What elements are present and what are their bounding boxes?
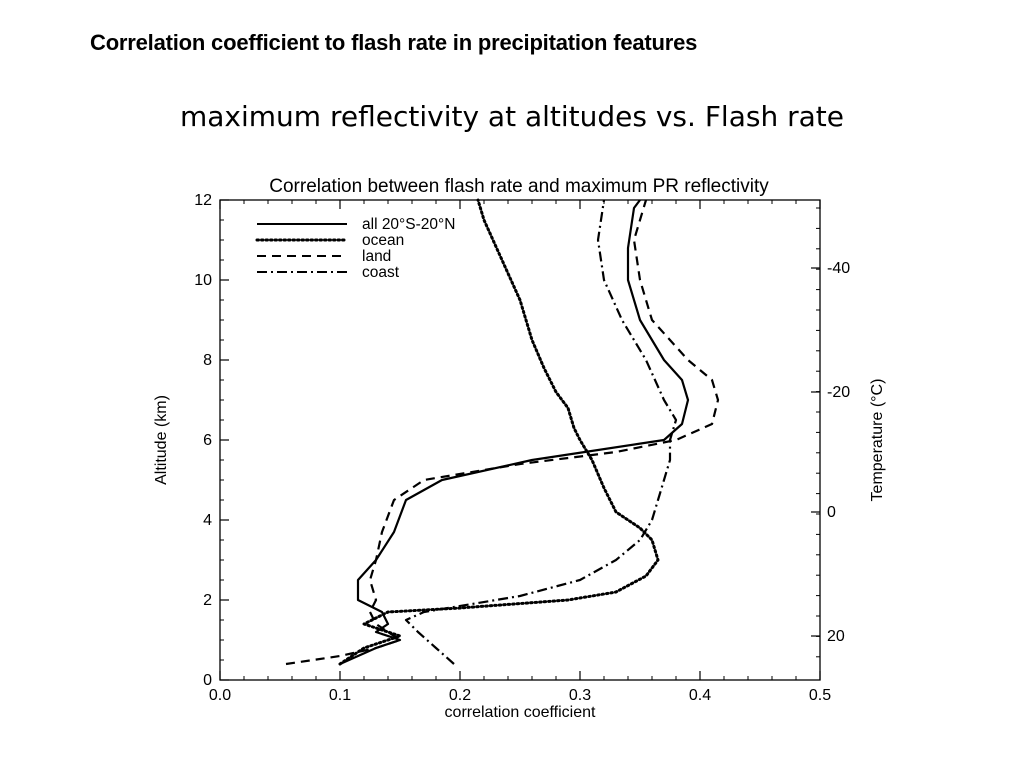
y-tick-label: 0 <box>203 672 212 689</box>
x-tick-label: 0.1 <box>329 687 351 704</box>
x-tick-label: 0.3 <box>569 687 591 704</box>
y-tick-label: 10 <box>194 272 212 289</box>
y-tick-label: 2 <box>203 592 212 609</box>
series-line-dashdot <box>404 199 678 665</box>
x-tick-label: 0.2 <box>449 687 471 704</box>
y-tick-label: 8 <box>203 352 212 369</box>
slide-subtitle: maximum reflectivity at altitudes vs. Fl… <box>180 100 844 133</box>
series-line-dashed <box>285 199 720 666</box>
legend-label: all 20°S-20°N <box>362 216 455 233</box>
y-tick-label: 12 <box>194 192 212 209</box>
temperature-tick-label: -40 <box>827 260 850 277</box>
y-tick-label: 4 <box>203 512 212 529</box>
y-axis: 0 2 4 6 8 10 12 <box>194 192 229 689</box>
x-tick-label: 0.4 <box>689 687 711 704</box>
slide-header: Correlation coefficient to flash rate in… <box>90 30 698 55</box>
legend-label: ocean <box>362 232 404 249</box>
x-axis: 0.0 0.1 0.2 0.3 0.4 0.5 <box>209 200 831 704</box>
x-tick-label: 0.5 <box>809 687 831 704</box>
temperature-tick-label: 0 <box>827 504 836 521</box>
temperature-tick-label: 20 <box>827 628 845 645</box>
chart-title: Correlation between flash rate and maxim… <box>269 176 769 197</box>
temperature-axis: -40 -20 0 20 <box>811 207 850 658</box>
temperature-tick-label: -20 <box>827 384 850 401</box>
y-axis-label: Altitude (km) <box>153 395 170 485</box>
x-tick-label: 0.0 <box>209 687 231 704</box>
x-axis-label: correlation coefficient <box>445 704 596 721</box>
y-tick-label: 6 <box>203 432 212 449</box>
series-lines <box>285 198 720 666</box>
legend-label: land <box>362 248 391 265</box>
temperature-axis-label: Temperature (°C) <box>869 379 886 502</box>
legend-label: coast <box>362 264 400 281</box>
plot-frame <box>219 199 821 681</box>
series-line-dotted <box>338 198 660 666</box>
series-line-solid <box>339 199 690 666</box>
